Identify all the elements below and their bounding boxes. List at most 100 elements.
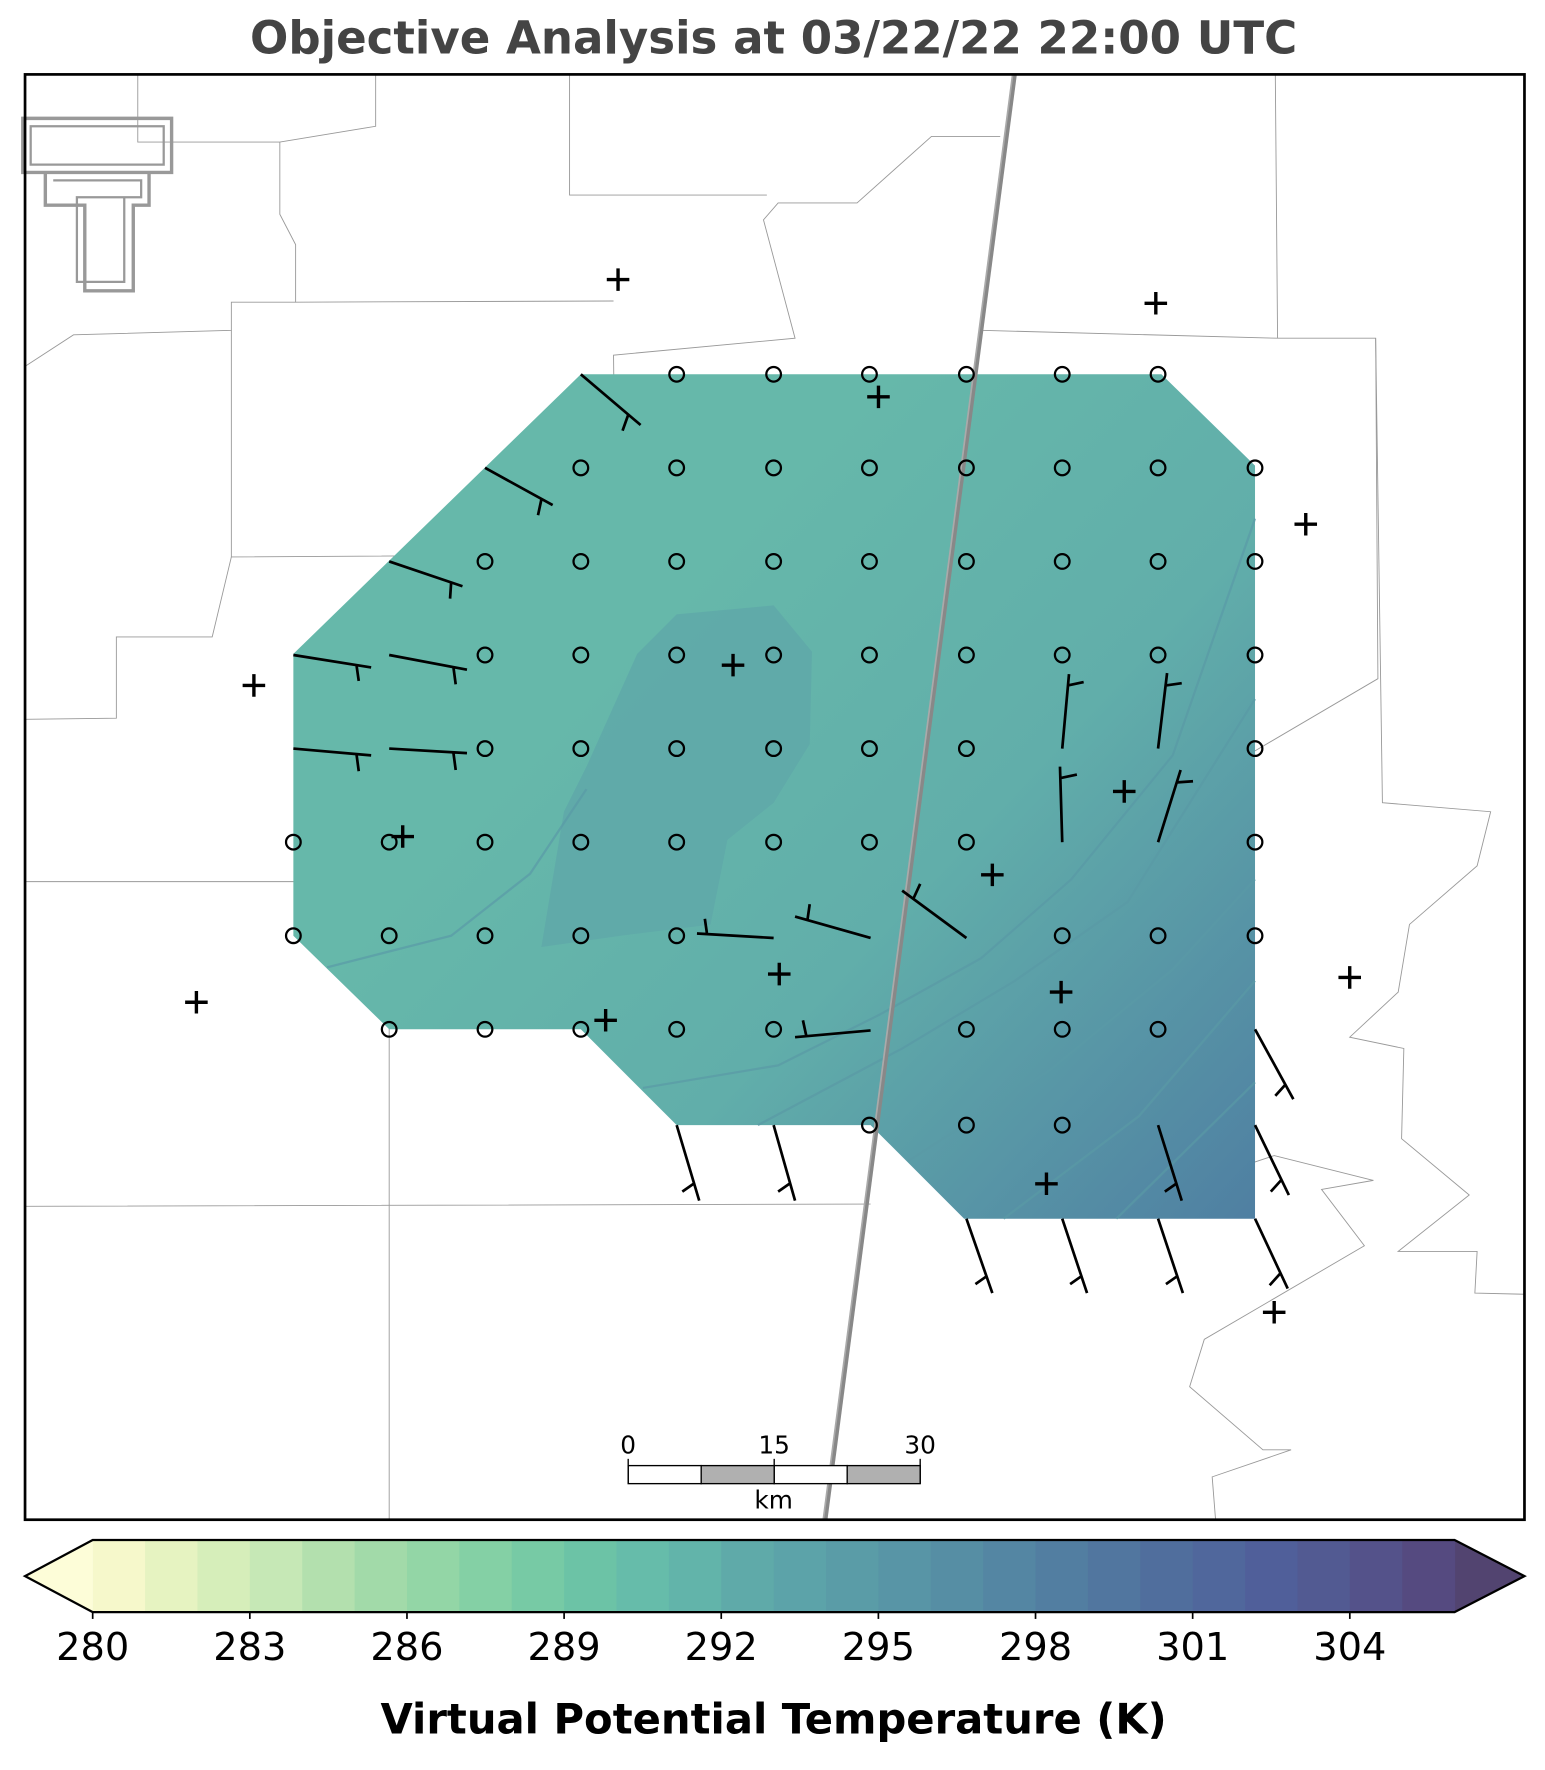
station-calm [765, 740, 783, 758]
station-calm [1053, 646, 1071, 664]
station-calm [1053, 459, 1071, 477]
scale-tick-label: 30 [904, 1430, 936, 1459]
station-calm [668, 552, 686, 570]
colorbar-segment [92, 1540, 146, 1613]
colorbar-tick-label: 292 [685, 1625, 758, 1670]
map-frame [23, 73, 1526, 1522]
station-calm [284, 927, 302, 945]
station-calm [957, 365, 975, 383]
scale-segment [700, 1464, 775, 1485]
station-calm [1149, 365, 1167, 383]
scale-unit: km [754, 1486, 793, 1515]
station-calm [765, 365, 783, 383]
scale-tick-label: 15 [758, 1430, 790, 1459]
station-calm [861, 365, 878, 383]
scale-segment [627, 1464, 702, 1485]
station-calm [476, 927, 494, 945]
stations [185, 268, 1361, 1324]
station-calm [957, 740, 975, 758]
colorbar: Virtual Potential Temperature (K) 280 283… [22, 1538, 1527, 1744]
colorbar-segment [826, 1540, 879, 1613]
station-calm [1246, 552, 1264, 570]
title: Objective Analysis at 03/22/22 22:00 UTC [250, 12, 1297, 65]
colorbar-segment [406, 1540, 460, 1613]
scale-segment [846, 1464, 921, 1485]
station-calm [668, 927, 686, 945]
station-missing [1262, 1301, 1286, 1324]
colorbar-tick-label: 304 [1313, 1625, 1386, 1670]
station-calm [668, 459, 686, 477]
station-calm [1246, 459, 1264, 477]
colorbar-segment [1192, 1540, 1246, 1613]
station-calm [380, 1020, 398, 1038]
station-calm [476, 740, 494, 758]
colorbar-tick-label: 295 [842, 1625, 915, 1670]
station-missing [981, 863, 1004, 887]
colorbar-segment [1035, 1540, 1089, 1613]
scale-segment [773, 1464, 848, 1485]
station-missing [185, 990, 208, 1014]
colorbar-segment [1402, 1540, 1456, 1613]
colorbar-segment [459, 1540, 513, 1613]
colorbar-tick-label: 298 [999, 1625, 1072, 1670]
station-missing [391, 825, 414, 848]
station-calm [668, 740, 686, 758]
station-calm [765, 833, 783, 851]
field-minimum [541, 605, 812, 948]
station-calm [572, 833, 590, 851]
station-calm [1053, 365, 1071, 383]
colorbar-tick-label: 289 [528, 1625, 601, 1670]
station-missing [1112, 780, 1136, 803]
station-calm [861, 459, 878, 477]
station-missing [1338, 966, 1361, 989]
station-calm [1053, 927, 1071, 945]
scale-bar: km 0 15 30 [620, 1430, 936, 1514]
logo [21, 116, 174, 293]
station-missing [594, 1009, 617, 1032]
colorbar-extend-under [25, 1540, 93, 1613]
station-missing [1035, 1172, 1058, 1196]
highway [822, 74, 1017, 1520]
station-calm [957, 1020, 975, 1038]
colorbar-tick-label: 286 [370, 1625, 443, 1670]
station-calm [1053, 1116, 1071, 1134]
station-calm [1246, 740, 1264, 758]
map: km 0 15 30 [21, 73, 1526, 1522]
colorbar-segment [1140, 1540, 1194, 1613]
colorbar-segment [668, 1540, 722, 1613]
colorbar-segment [773, 1540, 827, 1613]
station-calm [1149, 459, 1167, 477]
station-missing [1144, 291, 1168, 315]
station-calm [957, 552, 975, 570]
wind-barbs [293, 373, 1295, 1294]
station-calm [861, 1116, 878, 1134]
station-calm [765, 552, 783, 570]
station-calm [668, 365, 686, 383]
colorbar-segment [354, 1540, 408, 1613]
station-calm [957, 1116, 975, 1134]
station-missing [1049, 980, 1073, 1004]
colorbar-segment [1349, 1540, 1403, 1613]
station-calm [861, 833, 878, 851]
colorbar-segment [564, 1540, 618, 1613]
station-calm [861, 740, 878, 758]
station-calm [1246, 646, 1264, 664]
scale-tick-label: 0 [620, 1430, 636, 1459]
colorbar-segment [197, 1540, 251, 1613]
station-calm [861, 646, 878, 664]
station-missing [767, 962, 791, 986]
station-calm [1053, 1020, 1071, 1038]
station-calm [476, 1020, 494, 1038]
colorbar-segment [721, 1540, 775, 1613]
station-calm [380, 833, 398, 851]
colorbar-segment [511, 1540, 565, 1613]
station-calm [957, 833, 975, 851]
station-missing [721, 653, 745, 677]
station-calm [572, 1020, 590, 1038]
station-calm [1149, 927, 1167, 945]
colorbar-segment [1087, 1540, 1141, 1613]
colorbar-extend-over [1454, 1540, 1525, 1613]
colorbar-segment [878, 1540, 932, 1613]
station-calm [957, 459, 975, 477]
station-calm [1149, 1020, 1167, 1038]
